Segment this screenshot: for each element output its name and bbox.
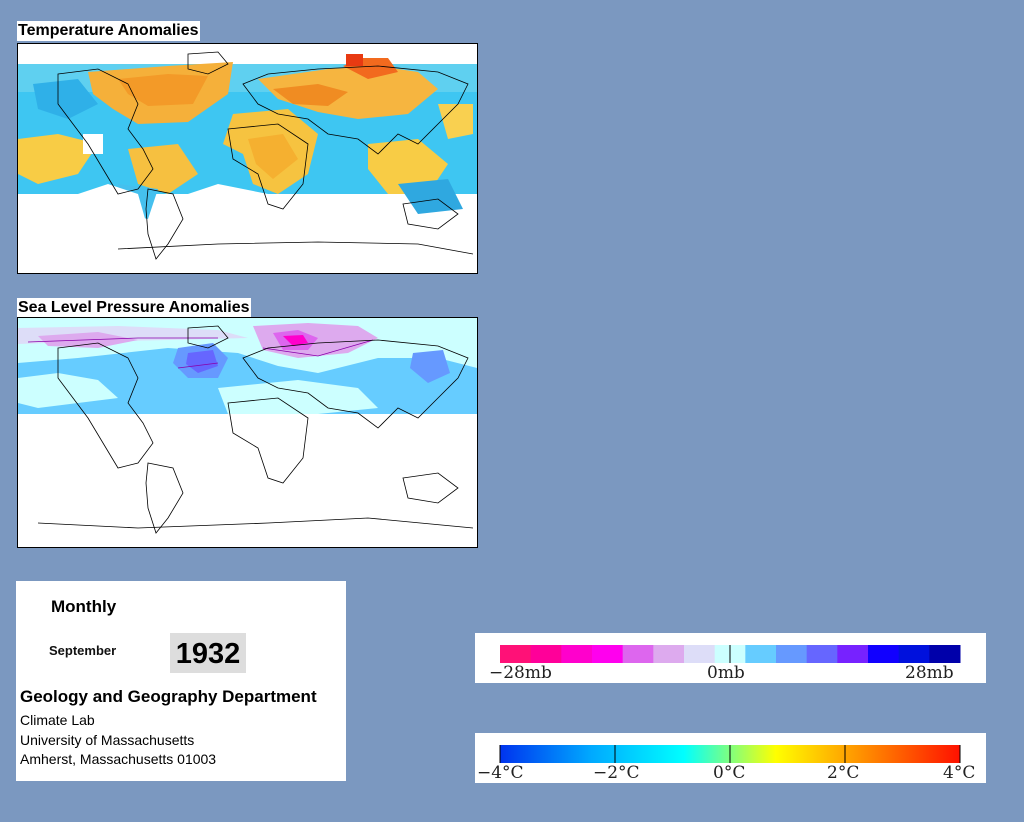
pressure-swatch (898, 645, 930, 663)
pressure-swatch (868, 645, 900, 663)
temp-label-minus4: −4°C (477, 763, 524, 783)
month-label: September (49, 643, 117, 658)
pressure-swatch (530, 645, 562, 663)
pressure-swatch (653, 645, 685, 663)
pressure-swatch (622, 645, 654, 663)
university-name: University of Massachusetts (20, 732, 195, 748)
pressure-swatch (776, 645, 808, 663)
pressure-swatch (592, 645, 624, 663)
department-name: Geology and Geography Department (20, 687, 317, 706)
year-display: 1932 (170, 633, 246, 673)
temperature-map-graphic (18, 44, 477, 273)
pressure-label-zero: 0mb (707, 663, 745, 683)
temperature-map-title: Temperature Anomalies (17, 21, 200, 41)
pressure-map-graphic (18, 318, 477, 547)
pressure-swatch (684, 645, 716, 663)
pressure-swatch (561, 645, 593, 663)
pressure-legend: −28mb 0mb 28mb (475, 633, 986, 683)
pressure-swatch (837, 645, 869, 663)
pressure-map-title: Sea Level Pressure Anomalies (17, 298, 251, 318)
temp-label-plus2: 2°C (827, 763, 859, 783)
pressure-label-min: −28mb (489, 663, 552, 683)
pressure-swatch (929, 645, 961, 663)
lab-name: Climate Lab (20, 712, 95, 728)
temperature-colorbar: −4°C −2°C 0°C 2°C 4°C (477, 745, 975, 783)
temperature-anomaly-map (17, 43, 478, 274)
pressure-swatch (745, 645, 777, 663)
address-line: Amherst, Massachusetts 01003 (20, 751, 217, 767)
frequency-label: Monthly (51, 597, 117, 616)
temp-label-zero: 0°C (713, 763, 745, 783)
temp-label-plus4: 4°C (943, 763, 975, 783)
pressure-swatch (806, 645, 838, 663)
info-panel: Monthly September 1932 Geology and Geogr… (16, 581, 346, 781)
pressure-swatch (500, 645, 532, 663)
temperature-legend: −4°C −2°C 0°C 2°C 4°C (475, 733, 986, 783)
temp-label-minus2: −2°C (593, 763, 640, 783)
pressure-label-max: 28mb (905, 663, 954, 683)
pressure-anomaly-map (17, 317, 478, 548)
pressure-colorbar: −28mb 0mb 28mb (489, 645, 961, 683)
